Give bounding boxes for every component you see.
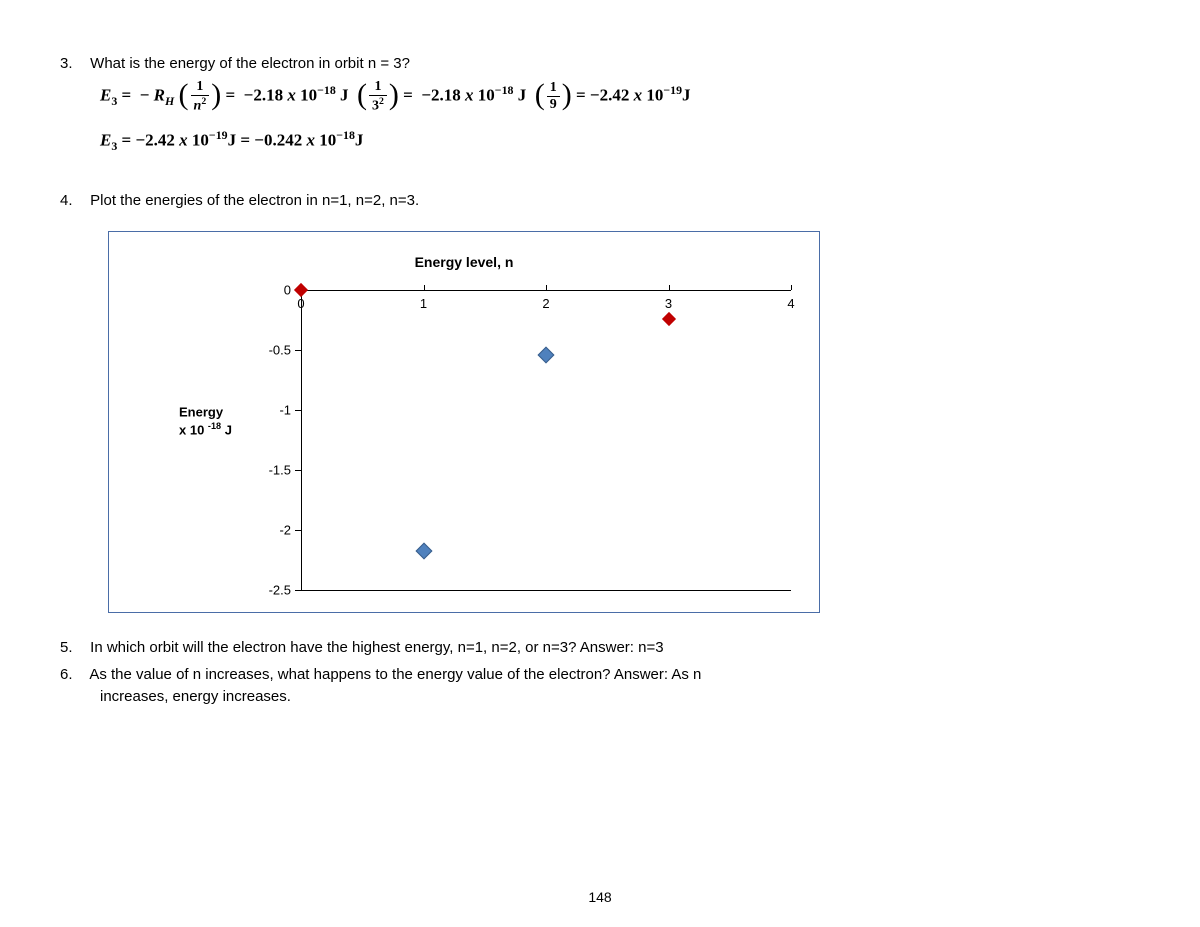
page: 3. What is the energy of the electron in… <box>0 0 1200 927</box>
chart-bottom-axis <box>301 590 791 591</box>
chart-y-tick-label: -1 <box>251 402 291 417</box>
chart-y-tick-label: -2.5 <box>251 582 291 597</box>
equation-3a: E3 = − RH (1n2) = −2.18 x 10−18 J (132) … <box>100 80 1130 114</box>
chart-top-axis <box>301 290 791 291</box>
question-6-number: 6. <box>60 664 86 686</box>
chart-y-tick-label: -2 <box>251 522 291 537</box>
chart-data-point <box>294 283 308 297</box>
question-4: 4. Plot the energies of the electron in … <box>60 192 1130 209</box>
chart-y-tick-label: -0.5 <box>251 342 291 357</box>
energy-chart: Energy level, n Energy x 10 -18 J 0 -0.5 -… <box>108 231 820 613</box>
question-3-number: 3. <box>60 55 86 72</box>
chart-y-tick <box>295 530 301 531</box>
chart-y-axis-label-line2: x 10 -18 J <box>179 422 232 437</box>
question-5-text: In which orbit will the electron have th… <box>90 639 663 656</box>
chart-y-axis-label: Energy x 10 -18 J <box>179 404 232 439</box>
chart-y-axis <box>301 290 302 590</box>
chart-y-tick-label: 0 <box>251 282 291 297</box>
question-4-number: 4. <box>60 192 86 209</box>
question-6: 6. As the value of n increases, what hap… <box>60 664 1130 708</box>
question-6-text-line1: As the value of n increases, what happen… <box>89 666 701 683</box>
chart-plot-area: 0-0.5-1-1.5-2-2.501234 <box>301 290 791 590</box>
chart-x-tick <box>791 285 792 290</box>
chart-x-category-label: 4 <box>787 296 794 311</box>
question-3: 3. What is the energy of the electron in… <box>60 55 1130 72</box>
page-number: 148 <box>0 889 1200 905</box>
chart-y-tick <box>295 350 301 351</box>
chart-title: Energy level, n <box>109 254 819 270</box>
question-5-number: 5. <box>60 637 86 659</box>
chart-data-point <box>415 543 432 560</box>
chart-x-category-label: 0 <box>297 296 304 311</box>
chart-x-tick <box>424 285 425 290</box>
chart-y-tick <box>295 410 301 411</box>
question-5: 5. In which orbit will the electron have… <box>60 637 1130 659</box>
question-6-text-line2: increases, energy increases. <box>100 686 1130 708</box>
chart-x-tick <box>546 285 547 290</box>
chart-x-category-label: 1 <box>420 296 427 311</box>
equation-3b: E3 = −2.42 x 10−19J = −0.242 x 10−18J <box>100 128 1130 154</box>
chart-data-point <box>538 347 555 364</box>
question-3-text: What is the energy of the electron in or… <box>90 55 410 72</box>
chart-x-tick <box>669 285 670 290</box>
chart-y-axis-label-line1: Energy <box>179 404 223 419</box>
chart-y-tick <box>295 470 301 471</box>
question-4-text: Plot the energies of the electron in n=1… <box>90 192 419 209</box>
chart-x-category-label: 3 <box>665 296 672 311</box>
chart-y-tick-label: -1.5 <box>251 462 291 477</box>
chart-data-point <box>661 312 675 326</box>
chart-x-category-label: 2 <box>542 296 549 311</box>
